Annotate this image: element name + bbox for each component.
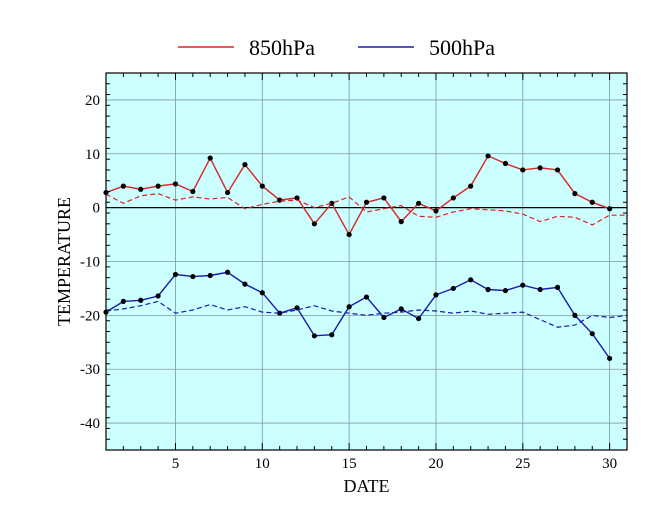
data-point xyxy=(416,200,422,206)
data-point xyxy=(138,186,144,192)
data-point xyxy=(520,282,526,288)
data-point xyxy=(242,281,248,287)
data-point xyxy=(398,306,404,312)
data-point xyxy=(277,197,283,203)
data-point xyxy=(224,269,231,275)
data-point xyxy=(363,199,370,205)
data-point xyxy=(607,206,613,212)
data-point xyxy=(589,199,595,205)
y-axis-ticks: -40 -30 -20 -10 0 10 20 xyxy=(80,72,627,451)
data-point xyxy=(138,297,144,303)
data-point xyxy=(155,293,161,299)
data-point xyxy=(190,188,196,195)
x-tick-label: 20 xyxy=(428,456,443,472)
y-tick-label: -20 xyxy=(80,308,100,324)
legend-label-500hpa: 500hPa xyxy=(429,35,495,60)
data-point xyxy=(572,191,578,197)
data-point xyxy=(329,200,335,206)
data-point xyxy=(607,355,613,362)
y-tick-label: -30 xyxy=(80,362,100,378)
data-point xyxy=(450,285,456,292)
data-point xyxy=(120,183,126,189)
data-point xyxy=(554,167,561,173)
series-line-500hpa xyxy=(105,271,611,359)
data-point xyxy=(416,315,422,322)
x-axis-title: DATE xyxy=(344,476,390,496)
data-point xyxy=(190,273,196,280)
x-tick-label: 25 xyxy=(515,456,530,472)
grid xyxy=(106,73,627,450)
data-point xyxy=(554,284,561,290)
data-point xyxy=(207,272,213,279)
legend-label-850hpa: 850hPa xyxy=(249,35,315,60)
data-point xyxy=(381,195,387,201)
y-axis-title: TEMPERATURE xyxy=(54,197,74,326)
y-tick-label: 10 xyxy=(85,147,100,163)
data-point xyxy=(502,160,509,167)
data-point xyxy=(346,231,352,238)
data-point xyxy=(468,183,474,189)
series-line-dashed-2 xyxy=(105,192,627,226)
data-point xyxy=(311,333,317,339)
data-point xyxy=(120,298,126,304)
data-point xyxy=(207,155,213,161)
legend: 850hPa 500hPa xyxy=(178,35,495,60)
x-tick-label: 5 xyxy=(172,456,180,472)
x-tick-label: 30 xyxy=(602,456,617,472)
data-point xyxy=(520,167,526,173)
data-point xyxy=(398,219,404,225)
data-point xyxy=(311,221,317,227)
data-point xyxy=(155,183,161,189)
data-point xyxy=(346,304,352,310)
y-tick-label: -40 xyxy=(80,416,100,432)
x-axis-ticks: 5 10 15 20 25 30 xyxy=(105,73,628,472)
y-tick-label: 0 xyxy=(93,201,101,217)
data-point xyxy=(224,189,231,196)
data-point xyxy=(485,286,491,293)
series-group xyxy=(103,153,628,362)
data-point xyxy=(172,271,179,278)
data-point xyxy=(329,332,335,338)
data-point xyxy=(259,183,265,189)
data-point xyxy=(537,165,543,171)
data-point xyxy=(468,277,474,283)
series-line-dashed-3 xyxy=(105,300,628,328)
series-line-850hpa xyxy=(105,155,610,237)
data-point xyxy=(589,331,595,337)
data-point xyxy=(277,310,283,316)
data-point xyxy=(259,290,265,296)
data-point xyxy=(572,312,578,318)
data-point xyxy=(242,161,248,168)
data-point xyxy=(450,195,456,201)
x-tick-label: 10 xyxy=(255,456,270,472)
y-tick-label: -10 xyxy=(80,255,100,271)
data-point xyxy=(294,195,300,201)
data-point xyxy=(502,287,509,294)
data-point xyxy=(433,208,439,214)
data-point xyxy=(485,153,491,159)
data-point xyxy=(381,314,387,321)
data-point xyxy=(363,294,370,300)
data-point xyxy=(433,292,439,298)
x-tick-label: 15 xyxy=(342,456,357,472)
data-point xyxy=(172,181,179,187)
data-point xyxy=(537,286,543,293)
y-tick-label: 20 xyxy=(85,93,100,109)
